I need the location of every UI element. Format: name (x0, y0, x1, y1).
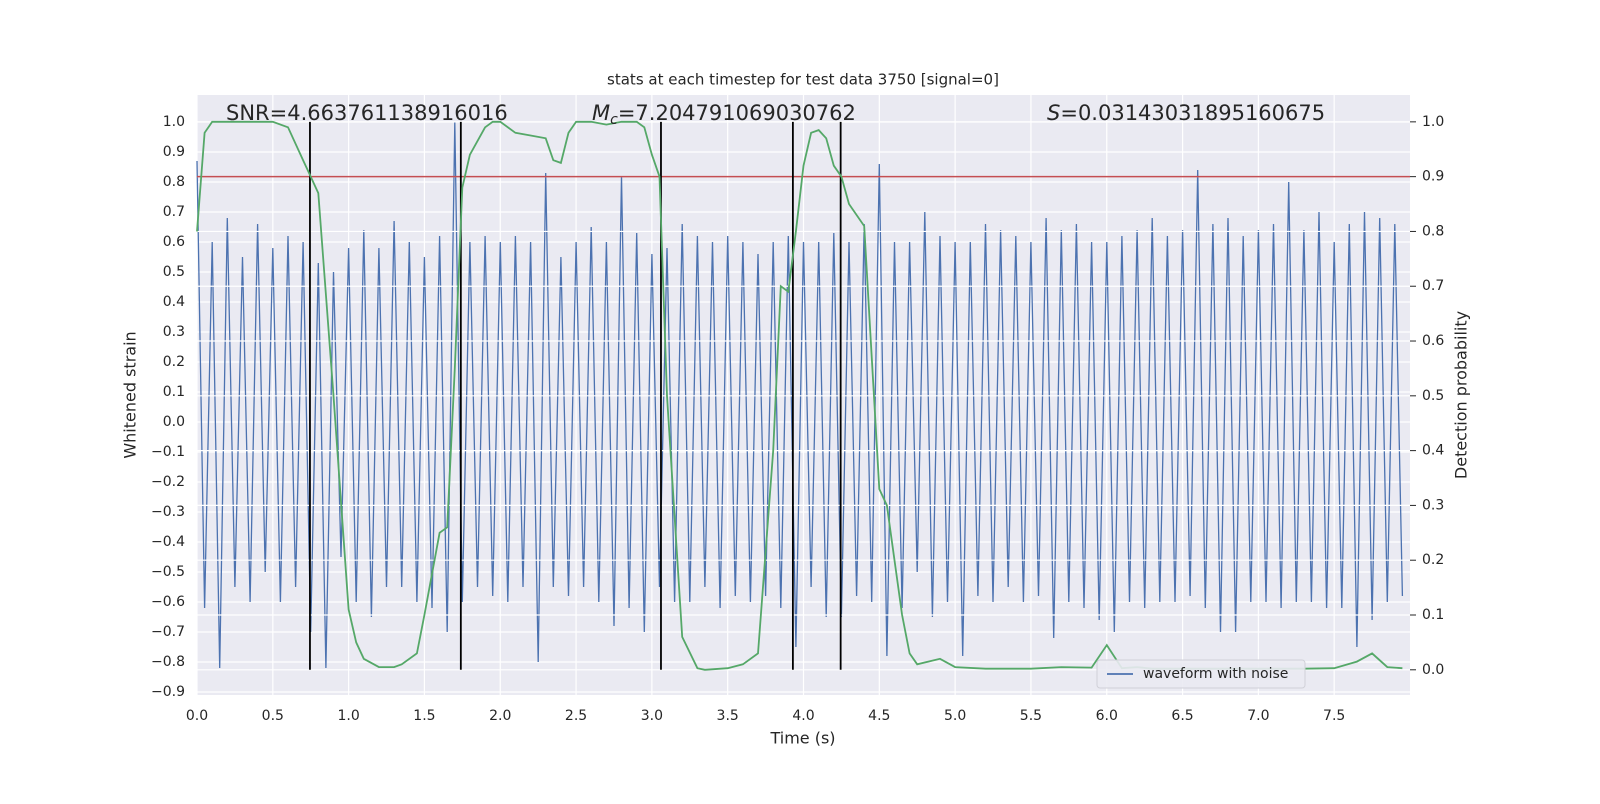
y-tick-label: 0.2 (163, 354, 185, 370)
y-tick-label: −0.9 (151, 684, 185, 700)
x-tick-label: 7.5 (1323, 708, 1345, 724)
y2-tick-label: 0.8 (1422, 223, 1444, 239)
x-tick-label: 3.5 (717, 708, 739, 724)
annotation-text: SNR=4.663761138916016 (226, 101, 508, 125)
y2-tick-label: 0.5 (1422, 388, 1444, 404)
y-tick-label: 0.7 (163, 204, 185, 220)
y-tick-label: 0.9 (163, 144, 185, 160)
data-line (196, 120, 1403, 671)
chart-title: stats at each timestep for test data 375… (607, 71, 999, 89)
y-tick-label: 0.4 (163, 294, 185, 310)
y-tick-label: 0.6 (163, 234, 185, 250)
x-tick-label: 1.0 (337, 708, 359, 724)
y-axis-label: Whitened strain (121, 331, 140, 458)
annotation-text: =7.204791069030762 (618, 101, 856, 125)
x-tick-label: 0.0 (186, 708, 208, 724)
y2-tick-label: 0.9 (1422, 169, 1444, 185)
y-tick-label: −0.2 (151, 474, 185, 490)
x-tick-label: 7.0 (1247, 708, 1269, 724)
y2-tick-label: 0.1 (1422, 607, 1444, 623)
x-tick-label: 1.5 (413, 708, 435, 724)
y-tick-label: 0.8 (163, 174, 185, 190)
y2-axis-label: Detection probability (1452, 311, 1471, 479)
y2-tick-label: 0.6 (1422, 333, 1444, 349)
y-tick-label: −0.3 (151, 504, 185, 520)
y-tick-label: 1.0 (163, 114, 185, 130)
y-tick-label: −0.5 (151, 564, 185, 580)
y2-tick-label: 0.7 (1422, 278, 1444, 294)
y2-tick-label: 0.2 (1422, 552, 1444, 568)
x-tick-label: 3.0 (641, 708, 663, 724)
annotation-subscript: c (610, 112, 618, 128)
x-tick-label: 2.0 (489, 708, 511, 724)
y-tick-label: 0.0 (163, 414, 185, 430)
x-tick-label: 5.0 (944, 708, 966, 724)
x-tick-label: 6.0 (1096, 708, 1118, 724)
annotation-text: =0.03143031895160675 (1060, 101, 1325, 125)
x-axis-label: Time (s) (769, 729, 835, 748)
x-tick-label: 4.0 (792, 708, 814, 724)
legend-label: waveform with noise (1143, 666, 1288, 682)
y2-tick-label: 0.3 (1422, 497, 1444, 513)
annotation-symbol: S (1047, 101, 1060, 125)
y-tick-label: 0.1 (163, 384, 185, 400)
annotation-symbol: M (592, 101, 610, 125)
y2-tick-label: 1.0 (1422, 114, 1444, 130)
y-tick-label: 0.5 (163, 264, 185, 280)
x-tick-label: 2.5 (565, 708, 587, 724)
annotation: SNR=4.663761138916016 (226, 101, 508, 125)
annotation: S=0.03143031895160675 (1047, 101, 1325, 125)
x-tick-label: 5.5 (1020, 708, 1042, 724)
legend-box (1096, 659, 1306, 689)
x-tick-label: 4.5 (868, 708, 890, 724)
y-tick-label: −0.4 (151, 534, 185, 550)
y2-tick-label: 0.0 (1422, 662, 1444, 678)
annotation: Mc=7.204791069030762 (592, 101, 856, 128)
y-tick-label: 0.3 (163, 324, 185, 340)
y-tick-label: −0.1 (151, 444, 185, 460)
y2-tick-label: 0.4 (1422, 443, 1444, 459)
y-tick-label: −0.6 (151, 594, 185, 610)
y-tick-label: −0.8 (151, 654, 185, 670)
x-tick-label: 6.5 (1171, 708, 1193, 724)
x-tick-label: 0.5 (262, 708, 284, 724)
data-line (196, 121, 1404, 669)
y-tick-label: −0.7 (151, 624, 185, 640)
